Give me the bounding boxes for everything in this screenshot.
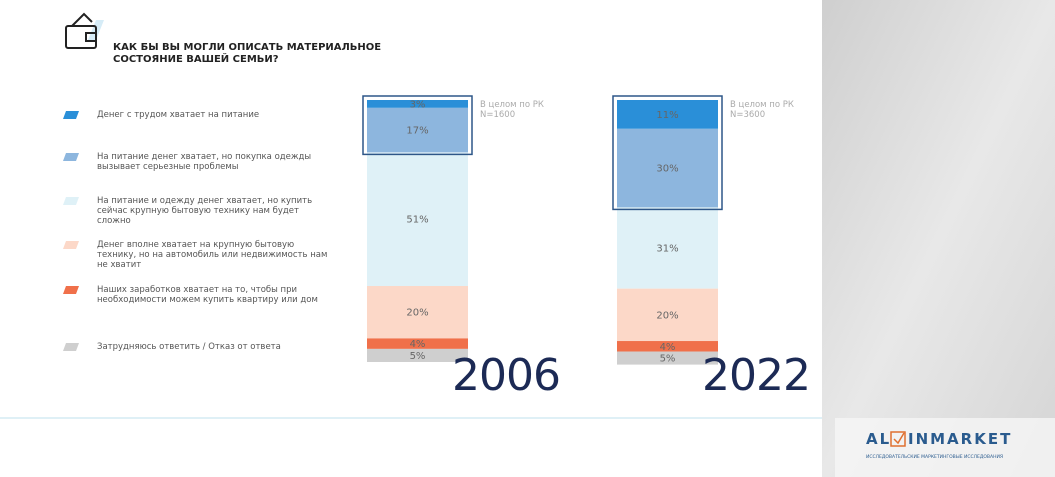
legend-label: На питание денег хватает, но покупка оде… — [97, 152, 312, 172]
value-label: 20% — [656, 310, 678, 321]
highlight-frame — [362, 95, 473, 156]
logo-tagline: ИССЛЕДОВАТЕЛЬСКИЕ МАРКЕТИНГОВЫЕ ИССЛЕДОВ… — [866, 454, 1003, 460]
legend-label: Денег с трудом хватает на питание — [97, 110, 260, 120]
bar-segment — [617, 100, 718, 129]
background-photo — [822, 0, 1055, 477]
legend-swatch — [63, 111, 79, 119]
sample-note: В целом по РК N=1600 — [480, 100, 544, 120]
legend-swatch — [63, 286, 79, 294]
bar-segment — [617, 341, 718, 352]
value-label: 4% — [660, 342, 676, 353]
bar-segment — [367, 152, 468, 287]
legend-swatch — [63, 241, 79, 249]
value-label: 51% — [406, 215, 428, 226]
logo-check — [893, 432, 905, 445]
value-label: 17% — [406, 126, 428, 137]
bar-segment — [617, 207, 718, 289]
bar-segment — [617, 128, 718, 208]
legend-label: На питание и одежду денег хватает, но ку… — [97, 196, 313, 226]
value-label: 3% — [410, 99, 426, 110]
sample-note: В целом по РК N=3600 — [730, 100, 794, 120]
value-label: 11% — [656, 110, 678, 121]
bar-segment — [617, 288, 718, 342]
logo-left: AL — [866, 430, 891, 448]
wallet-icon — [65, 12, 104, 49]
value-label: 4% — [410, 339, 426, 350]
legend-swatch — [63, 343, 79, 351]
chart-title: КАК БЫ ВЫ МОГЛИ ОПИСАТЬ МАТЕРИАЛЬНОЕ СОС… — [113, 42, 382, 65]
bar-segment — [367, 100, 468, 108]
legend-label: Наших заработков хватает на то, чтобы пр… — [97, 285, 318, 305]
value-label: 31% — [656, 244, 678, 255]
logo-right: INMARKET — [908, 430, 1012, 448]
value-label: 5% — [410, 351, 426, 362]
logo-backdrop — [835, 418, 1055, 477]
bar-segment — [367, 348, 468, 362]
bar-segment — [367, 338, 468, 349]
value-label: 5% — [660, 354, 676, 365]
value-label: 30% — [656, 164, 678, 175]
category-label: 2006 — [452, 350, 561, 401]
highlight-frame — [612, 95, 723, 211]
legend-label: Денег вполне хватает на крупную бытовую … — [97, 240, 328, 270]
category-label: 2022 — [702, 350, 811, 401]
legend-swatch — [63, 197, 79, 205]
bar-segment — [367, 107, 468, 153]
bar-segment — [367, 286, 468, 339]
legend-label: Затрудняюсь ответить / Отказ от ответа — [97, 342, 281, 352]
legend-swatch — [63, 153, 79, 161]
value-label: 20% — [406, 308, 428, 319]
bar-segment — [617, 351, 718, 365]
logo-check-box — [890, 431, 906, 447]
